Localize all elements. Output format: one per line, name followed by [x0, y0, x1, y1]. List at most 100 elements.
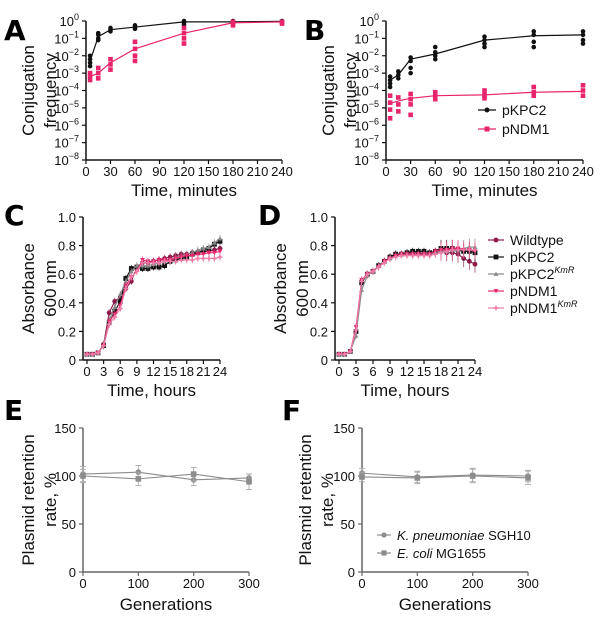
star-center: [366, 272, 369, 276]
star-center: [190, 258, 194, 262]
star-center: [118, 307, 122, 310]
data-point: [212, 256, 217, 261]
data-point: [156, 264, 162, 270]
y-tick-label: 0: [69, 565, 76, 580]
data-point: [132, 58, 138, 64]
star-center: [102, 344, 105, 348]
star-center: [107, 322, 111, 326]
star-center: [462, 248, 465, 252]
series-e-coli-mg1655: [359, 468, 531, 486]
data-point: [387, 84, 393, 90]
x-tick-label: 100: [127, 576, 149, 591]
data-point: [408, 55, 413, 60]
data-point: [387, 107, 393, 112]
data-point: [396, 76, 401, 81]
legend-label: pKPC2: [502, 102, 547, 118]
legend-marker: [493, 289, 499, 294]
x-tick-label: 180: [222, 164, 244, 179]
legend-item: pNDM1: [488, 283, 558, 299]
x-axis-label: Generations: [120, 595, 213, 614]
data-point: [387, 81, 393, 86]
panel-e: E 0 50 100 150 0 100 200 300 Generations Plasmid r…: [4, 394, 260, 614]
star-center: [349, 350, 352, 353]
data-point: [173, 258, 179, 264]
data-point: [408, 91, 413, 97]
data-point: [580, 32, 586, 38]
data-point: [181, 25, 187, 31]
data-point: [393, 254, 399, 260]
data-point: [217, 249, 223, 254]
legend-label: K. pneumoniae SGH10: [397, 528, 531, 543]
legend-marker: [381, 532, 387, 538]
data-point: [95, 70, 101, 76]
legend-label: Wildtype: [510, 232, 564, 248]
series-line: [339, 249, 475, 355]
data-point: [108, 67, 113, 72]
data-point: [162, 263, 167, 269]
data-point: [444, 248, 450, 254]
data-point: [580, 93, 586, 99]
data-point: [398, 253, 404, 259]
data-point: [353, 327, 359, 333]
data-point: [482, 88, 487, 93]
data-point: [162, 258, 167, 264]
star-center: [163, 260, 166, 263]
data-point: [181, 41, 187, 46]
data-point: [336, 351, 342, 357]
x-tick-label: 3: [100, 364, 107, 379]
y-tick-label: 1.0: [310, 210, 328, 225]
data-point: [432, 44, 438, 50]
x-tick-label: 0: [79, 576, 86, 591]
star-center: [468, 248, 471, 252]
data-point: [95, 37, 101, 43]
data-point: [217, 236, 223, 241]
data-point: [449, 247, 455, 253]
x-tick-label: 30: [403, 164, 417, 179]
data-point: [387, 77, 393, 83]
star-center: [354, 328, 358, 332]
star-center: [218, 255, 222, 259]
data-point: [87, 77, 93, 83]
data-point: [167, 258, 173, 264]
legend-item: Wildtype: [488, 232, 564, 248]
y-tick-label: 10−6: [354, 116, 379, 133]
data-point: [466, 247, 472, 253]
star-center: [337, 352, 341, 356]
x-axis-label: Time, hours: [107, 381, 196, 400]
data-point: [151, 260, 156, 266]
star-center: [152, 261, 155, 265]
x-tick-label: 6: [369, 364, 376, 379]
y-tick-label: 10−7: [354, 134, 379, 151]
legend-marker: [493, 271, 499, 276]
data-point: [80, 473, 86, 479]
star-center: [439, 251, 443, 255]
x-tick-label: 21: [451, 364, 465, 379]
star-center: [213, 257, 216, 260]
data-point: [482, 34, 487, 39]
data-point: [140, 260, 145, 266]
star-center: [451, 248, 454, 252]
panel-label: B: [304, 14, 325, 47]
data-point: [200, 246, 206, 251]
y-axis-label-line2: frequency: [41, 53, 60, 128]
data-point: [132, 26, 138, 32]
data-point: [414, 475, 421, 481]
data-point: [178, 257, 184, 263]
x-tick-label: 0: [82, 164, 89, 179]
y-tick-label: 10−1: [54, 29, 79, 46]
data-point: [482, 37, 487, 43]
data-point: [469, 473, 476, 479]
star-center: [91, 352, 94, 356]
star-center: [141, 261, 144, 265]
x-tick-label: 90: [453, 164, 467, 179]
data-point: [181, 36, 187, 41]
star-center: [394, 255, 397, 259]
data-point: [206, 250, 212, 256]
x-tick-label: 300: [238, 576, 260, 591]
data-point: [106, 321, 112, 327]
y-tick-label: 1.0: [58, 210, 76, 225]
data-point: [387, 93, 393, 99]
